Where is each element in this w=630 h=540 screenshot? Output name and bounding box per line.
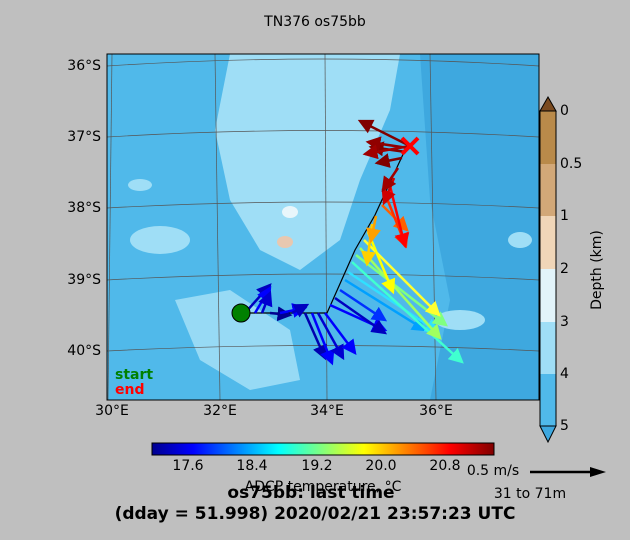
lat-label: 40°S [67, 343, 101, 359]
lat-label: 37°S [67, 129, 101, 145]
depth-tick-label: 3 [560, 314, 569, 330]
depth-tick-label: 0 [560, 103, 569, 119]
depth-tick-label: 1 [560, 208, 569, 224]
velocity-arrow [316, 312, 345, 361]
velocity-arrow [381, 167, 400, 193]
velocity-arrow [324, 312, 357, 355]
temperature-label: ADCP temperature, °C [245, 479, 402, 495]
velocity-arrow [339, 288, 388, 322]
depth-tick-label: 2 [560, 261, 569, 277]
lon-label: 30°E [95, 403, 129, 419]
temperature-colorbar [151, 442, 495, 456]
temperature-tick-label: 18.4 [236, 458, 267, 474]
scale-speed: 0.5 m/s [467, 463, 519, 479]
lat-label: 39°S [67, 272, 101, 288]
start-label: start [115, 367, 153, 383]
footer-line1: os75bb: last time [227, 483, 394, 503]
velocity-arrow [334, 296, 388, 335]
lat-label: 38°S [67, 200, 101, 216]
footer-line2: (dday = 51.998) 2020/02/21 23:57:23 UTC [115, 504, 516, 524]
temperature-tick-label: 20.8 [429, 458, 460, 474]
velocity-arrow [344, 278, 428, 332]
depth-tick-label: 5 [560, 418, 569, 434]
velocity-arrow [310, 312, 335, 366]
temperature-tick-label: 17.6 [172, 458, 203, 474]
temperature-tick-label: 19.2 [301, 458, 332, 474]
depth-label: Depth (km) [589, 230, 605, 310]
depth-tick-label: 4 [560, 366, 569, 382]
lon-label: 32°E [203, 403, 237, 419]
temperature-tick-label: 20.0 [365, 458, 396, 474]
velocity-arrow [351, 261, 464, 364]
velocity-arrow [357, 119, 411, 148]
velocity-arrow [258, 290, 273, 314]
title: TN376 os75bb [263, 14, 366, 30]
depth-colorbar [539, 95, 557, 444]
velocity-arrow [269, 306, 293, 322]
lon-label: 36°E [419, 403, 453, 419]
end-label: end [115, 382, 144, 398]
velocity-arrow [362, 144, 411, 160]
lon-label: 34°E [310, 403, 344, 419]
map-frame [106, 53, 540, 401]
lat-label: 36°S [67, 58, 101, 74]
scale-depth: 31 to 71m [494, 486, 566, 502]
map [107, 54, 539, 400]
depth-tick-label: 0.5 [560, 156, 582, 172]
velocity-arrow [291, 303, 310, 318]
velocity-arrow [374, 153, 403, 168]
velocity-arrow [366, 215, 381, 244]
velocity-arrow [347, 270, 441, 334]
